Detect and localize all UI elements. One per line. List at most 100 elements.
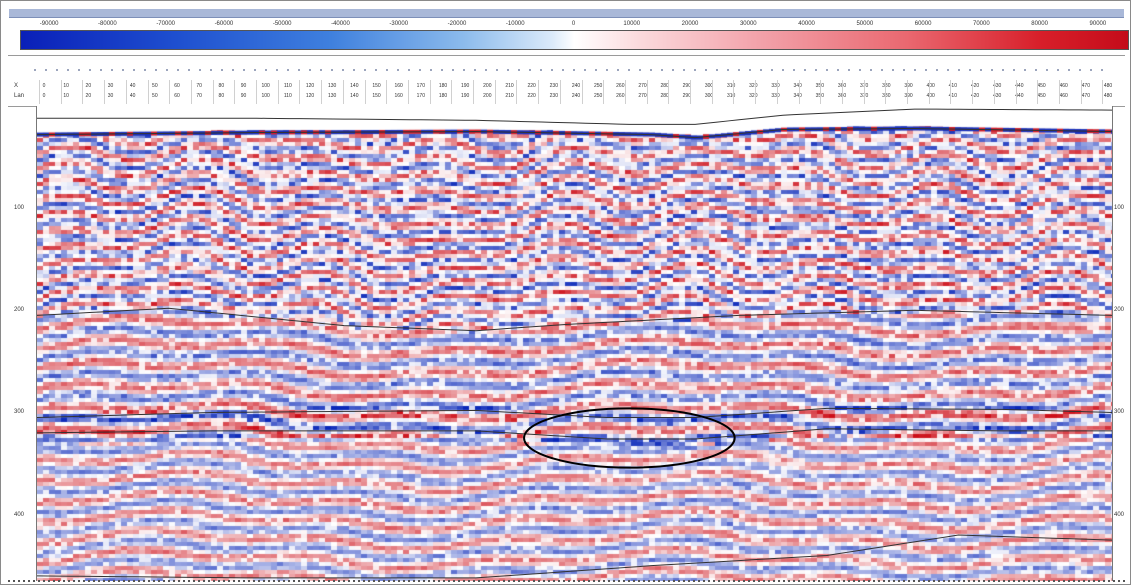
seismic-amplitude-image[interactable] (37, 106, 1112, 581)
header-grid-line (256, 80, 257, 104)
trace-marker (386, 69, 388, 71)
trace-marker (1013, 69, 1015, 71)
trace-marker (914, 69, 916, 71)
trace-marker (276, 69, 278, 71)
trace-header-cell: 120 (305, 93, 315, 99)
header-grid-line (928, 80, 930, 104)
header-grid-line (1037, 80, 1039, 104)
header-grid-line (82, 80, 84, 104)
trace-header-cell: 170 (416, 93, 425, 99)
seismic-section[interactable] (36, 106, 1113, 581)
trace-header-cell: 60 (174, 83, 180, 89)
trace-header-cell: 480 (1103, 93, 1113, 99)
trace-header-cell: 290 (682, 93, 691, 99)
header-grid-line (755, 80, 757, 104)
time-axis-label: 300 (14, 409, 25, 416)
trace-header-cell: 430 (992, 83, 1002, 89)
colorbar-tick-labels: -90000 -80000 -70000 -60000 -50000 -40000 -300… (0, 0, 1131, 48)
trace-header-cell: 420 (970, 83, 980, 89)
time-axis-label: 400 (14, 511, 25, 518)
time-axis-label: 400 (1114, 511, 1125, 518)
header-grid-line (581, 80, 583, 104)
trace-header-cell: 430 (992, 93, 1002, 99)
trace-header-cell: 50 (152, 93, 158, 99)
trace-marker (980, 69, 982, 71)
trace-marker (496, 69, 498, 71)
trace-header-cell: 480 (1103, 83, 1113, 89)
trace-marker (1024, 69, 1026, 71)
trace-header-cell: 330 (771, 83, 780, 89)
trace-header-cell: 470 (1081, 83, 1090, 89)
trace-marker (947, 69, 949, 71)
header-grid-line (1080, 80, 1082, 104)
trace-marker (188, 69, 190, 71)
colorbar-tick-label: -90000 (39, 21, 59, 27)
trace-header-cell: 240 (571, 93, 581, 99)
horizon-line (37, 108, 1112, 125)
trace-marker (144, 69, 146, 71)
trace-header-cell: 340 (793, 83, 801, 90)
trace-header-cell: 460 (1059, 83, 1068, 89)
bottom-scrollbar[interactable] (8, 580, 1125, 582)
trace-marker (529, 69, 531, 71)
header-grid-line (125, 80, 127, 104)
trace-marker (155, 69, 157, 71)
header-grid-line (429, 80, 431, 104)
trace-header-cell: 260 (616, 93, 625, 99)
trace-header-cell: 120 (305, 83, 315, 89)
trace-marker (1046, 69, 1048, 71)
trace-marker (617, 69, 619, 71)
trace-marker (309, 69, 311, 71)
trace-header-cell: 320 (749, 93, 758, 99)
trace-header-cell: 140 (350, 93, 359, 99)
trace-header-cell: 20 (85, 83, 92, 89)
trace-marker (1079, 69, 1081, 71)
header-grid-line (603, 80, 605, 104)
colorbar-tick-label: 0 (571, 21, 576, 27)
trace-marker (254, 69, 256, 71)
trace-header-cell: 80 (218, 93, 225, 99)
trace-header-panel: X Lan 0 10 20 30 40 50 60 70 80 90 100 110 120 130 140… (8, 55, 1125, 107)
header-grid-line (690, 80, 691, 104)
horizon-line (37, 127, 1112, 139)
trace-header-cell: 400 (926, 93, 935, 99)
trace-header-cell: 220 (527, 83, 536, 89)
header-grid-line (451, 80, 453, 104)
trace-marker (727, 69, 729, 71)
header-grid-line (624, 80, 626, 104)
header-grid-line (1058, 80, 1060, 104)
trace-marker (749, 69, 751, 71)
trace-marker (584, 69, 586, 71)
trace-header-cell: 80 (218, 83, 225, 89)
trace-marker (815, 69, 817, 71)
amplitude-colorbar (20, 30, 1129, 50)
trace-marker (232, 69, 234, 71)
trace-header-cell: 190 (460, 83, 470, 89)
trace-header-cell: 180 (438, 93, 448, 99)
trace-header-cell: 190 (460, 93, 470, 99)
trace-marker (793, 69, 795, 71)
trace-marker (1068, 69, 1070, 71)
trace-header-cell: 10 (63, 83, 69, 89)
trace-marker (56, 69, 58, 71)
window-title-bar[interactable] (9, 9, 1124, 18)
colorbar-tick-label: -50000 (272, 21, 292, 27)
time-axis-label: 200 (14, 307, 25, 314)
trace-header-cell: 260 (616, 83, 625, 89)
trace-header-cell: 310 (726, 93, 736, 99)
trace-header-cell: 160 (394, 93, 403, 99)
trace-header-cell: 70 (196, 93, 202, 99)
trace-header-cell: 290 (682, 83, 691, 89)
trace-marker (408, 69, 410, 71)
header-grid-line (342, 80, 344, 104)
header-grid-line (234, 80, 236, 104)
trace-marker (1090, 69, 1092, 71)
trace-header-cell: 390 (904, 83, 913, 89)
trace-marker (221, 69, 223, 71)
trace-marker (1057, 69, 1059, 71)
colorbar-tick-label: 90000 (1089, 21, 1107, 27)
trace-header-cell: 0 (42, 93, 46, 99)
trace-header-cell: 450 (1037, 83, 1046, 89)
trace-header-cell: 10 (63, 93, 69, 99)
trace-marker (287, 69, 289, 71)
